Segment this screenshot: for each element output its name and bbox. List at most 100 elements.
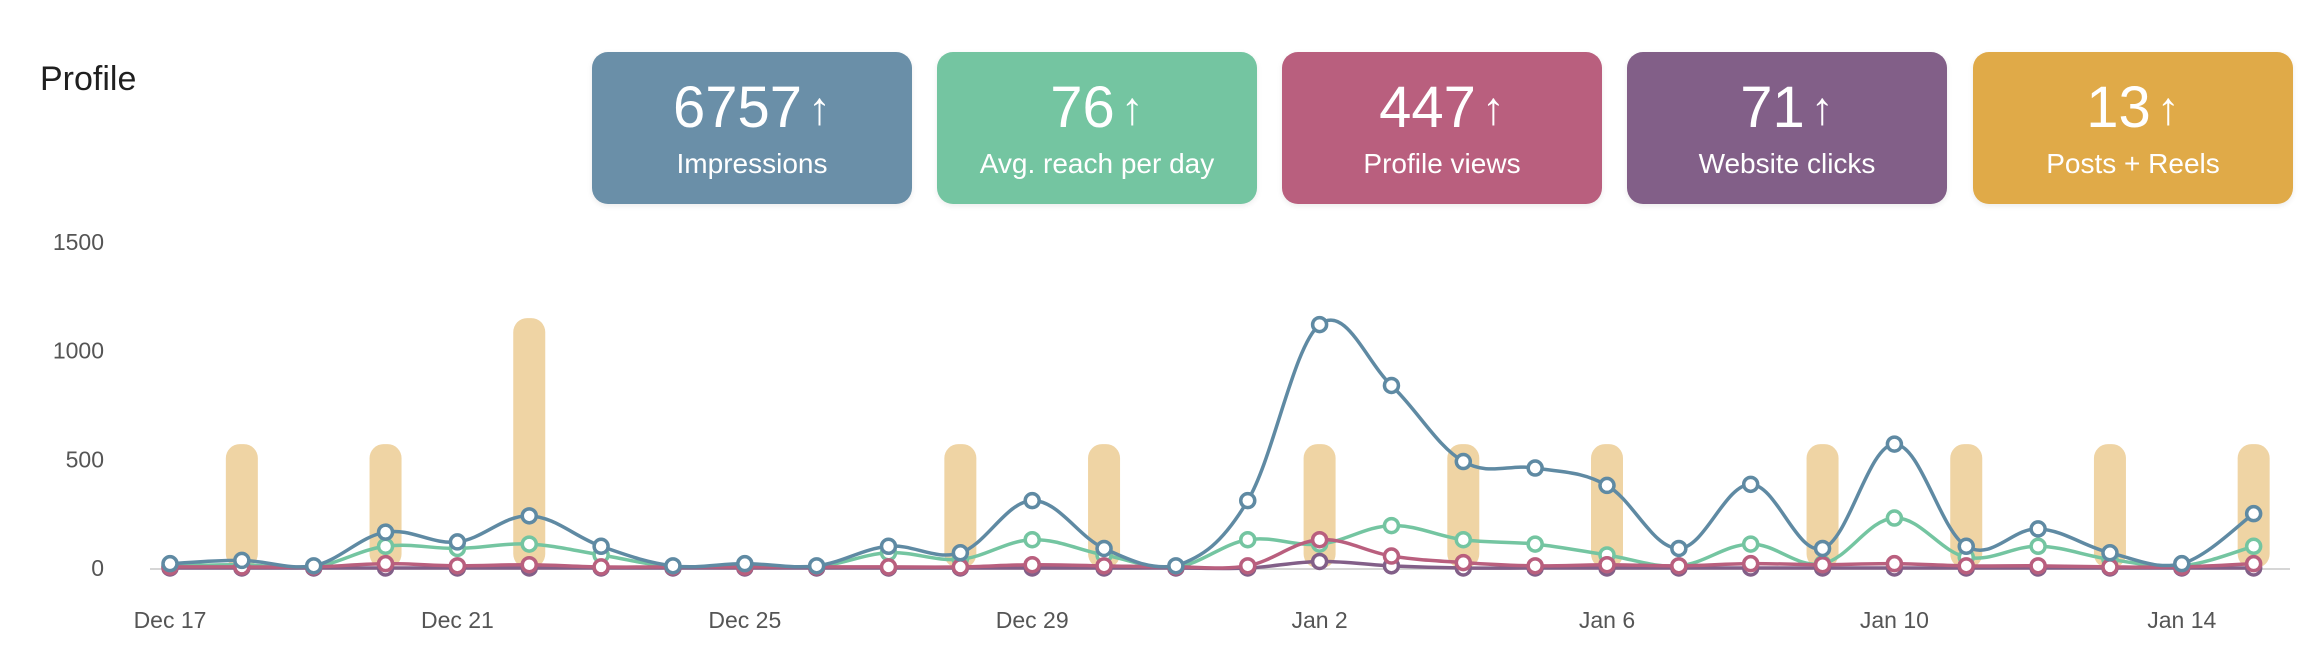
impressions-point (1382, 376, 1401, 395)
profile-views-point (879, 558, 898, 576)
x-tick-label: Jan 14 (2147, 607, 2216, 633)
y-tick-label: 1000 (53, 338, 104, 364)
profile-views-point (376, 554, 395, 573)
impressions-point (807, 557, 826, 575)
avg-reach-per-day-point (1023, 530, 1041, 549)
profile-views-point (448, 557, 467, 575)
impressions-point (2101, 544, 2119, 562)
profile-views-point (1023, 555, 1041, 574)
posts-reels-bar (1088, 444, 1121, 568)
page-title: Profile (40, 60, 137, 98)
posts-reels-bar (513, 318, 546, 568)
avg-reach-per-day-line (169, 516, 2255, 570)
profile-views-point (1670, 557, 1688, 575)
profile-views-point (1239, 557, 1257, 575)
impressions-point (2173, 554, 2191, 573)
profile-views-point (1885, 554, 1904, 573)
avg-reach-per-day-point (1741, 535, 1760, 553)
posts-reels-bar (1806, 444, 1839, 568)
posts-reels-card[interactable]: 13 ↑ Posts + Reels (1973, 52, 2293, 204)
y-tick-label: 500 (66, 446, 104, 472)
impressions-point (233, 551, 251, 570)
impressions-label: Impressions (676, 148, 828, 179)
impressions-point (592, 537, 610, 556)
impressions-point (1095, 539, 1113, 558)
profile-metrics-chart: 0 500 1000 1500 Dec 17 Dec 21 Dec 25 Dec 29 Jan … (53, 229, 2290, 633)
website-clicks-card[interactable]: 71 ↑ Website clicks (1627, 52, 1947, 204)
x-tick-label: Dec 25 (708, 607, 781, 633)
impressions-point (736, 554, 754, 573)
impressions-point (448, 533, 467, 551)
profile-views-point (2029, 557, 2047, 575)
avg-reach-per-day-point (1382, 516, 1401, 535)
avg-reach-per-day-point (520, 535, 538, 553)
impressions-point (1454, 452, 1473, 471)
x-tick-label: Jan 6 (1579, 607, 1635, 633)
posts-reels-bar (225, 444, 258, 568)
posts-reels-value: 13 (2086, 75, 2151, 140)
profile-views-point (1382, 547, 1401, 565)
avg-reach-per-day-point (1526, 535, 1544, 553)
profile-views-point (1957, 557, 1975, 575)
x-tick-label: Jan 10 (1860, 607, 1929, 633)
website-clicks-value: 71 (1740, 75, 1805, 140)
impressions-value-row: 6757 ↑ (673, 76, 831, 140)
impressions-point (2029, 520, 2047, 538)
website-clicks-point (1310, 552, 1329, 571)
profile-views-point (1095, 557, 1113, 575)
impressions-point (304, 557, 323, 575)
profile-views-point (1310, 530, 1329, 549)
profile-views-point (1454, 553, 1473, 572)
posts-reels-bar (944, 444, 977, 568)
impressions-point (161, 554, 179, 573)
impressions-point (376, 523, 395, 541)
summary-cards: 6757 ↑ Impressions 76 ↑ Avg. reach per d… (592, 52, 2293, 204)
x-tick-label: Dec 21 (421, 607, 494, 633)
y-tick-label: 0 (91, 555, 104, 581)
impressions-line (169, 318, 2255, 569)
profile-views-point (2244, 554, 2263, 573)
profile-views-point (2101, 558, 2119, 576)
posts-reels-bar (1591, 444, 1623, 568)
posts-reels-bar (369, 444, 402, 568)
impressions-point (520, 507, 538, 525)
x-tick-label: Dec 29 (996, 607, 1069, 633)
impressions-point (1310, 315, 1329, 334)
arrow-up-icon: ↑ (2156, 82, 2180, 134)
avg-reach-label: Avg. reach per day (979, 148, 1215, 179)
profile-views-point (1526, 557, 1544, 575)
avg-reach-per-day-point (1454, 530, 1473, 549)
impressions-point (664, 557, 682, 575)
impressions-point (1813, 539, 1832, 558)
posts-reels-label: Posts + Reels (2046, 148, 2220, 179)
impressions-point (1957, 537, 1975, 556)
avg-reach-per-day-point (2029, 537, 2047, 556)
avg-reach-card[interactable]: 76 ↑ Avg. reach per day (937, 52, 1257, 204)
impressions-point (1023, 491, 1041, 510)
avg-reach-per-day-point (1885, 509, 1904, 527)
profile-views-card[interactable]: 447 ↑ Profile views (1282, 52, 1602, 204)
impressions-point (951, 544, 970, 562)
impressions-value: 6757 (672, 75, 803, 140)
arrow-up-icon: ↑ (1120, 82, 1144, 134)
avg-reach-per-day-point (1239, 530, 1257, 549)
impressions-point (1885, 435, 1904, 453)
profile-views-point (1741, 554, 1760, 573)
profile-views-point (951, 558, 970, 576)
profile-views-point (520, 555, 538, 574)
arrow-up-icon: ↑ (1810, 82, 1834, 134)
impressions-point (1167, 557, 1185, 575)
impressions-point (2244, 504, 2263, 523)
impressions-point (1670, 539, 1688, 558)
arrow-up-icon: ↑ (1481, 82, 1505, 134)
impressions-point (879, 537, 898, 556)
impressions-point (1598, 476, 1616, 495)
avg-reach-per-day-point (2244, 537, 2263, 556)
impressions-point (1526, 459, 1544, 477)
x-tick-label: Jan 2 (1291, 607, 1347, 633)
posts-reels-bar (2093, 444, 2126, 568)
y-tick-label: 1500 (53, 229, 104, 255)
profile-views-point (1813, 555, 1832, 574)
profile-views-point (592, 558, 610, 576)
impressions-card[interactable]: 6757 ↑ Impressions (592, 52, 912, 204)
